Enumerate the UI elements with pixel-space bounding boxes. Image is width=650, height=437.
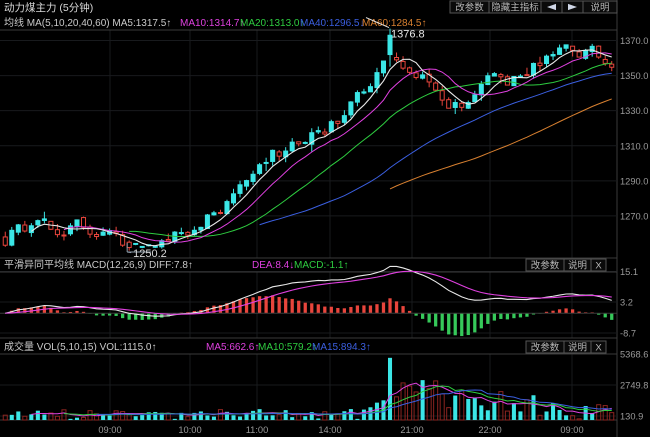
- svg-text:MA10:579.2↑: MA10:579.2↑: [258, 342, 317, 353]
- svg-text:成交量 VOL(5,10,15) VOL:1115.0↑: 成交量 VOL(5,10,15) VOL:1115.0↑: [4, 340, 156, 353]
- svg-text:1290.0: 1290.0: [620, 176, 648, 186]
- svg-text:说明: 说明: [590, 1, 609, 13]
- svg-text:MA5:662.6↑: MA5:662.6↑: [206, 342, 259, 353]
- svg-text:改参数: 改参数: [455, 1, 484, 13]
- svg-text:MA20:1313.0↑: MA20:1313.0↑: [240, 18, 305, 29]
- svg-text:1330.0: 1330.0: [620, 106, 648, 116]
- svg-text:说明: 说明: [568, 259, 587, 271]
- svg-text:14:00: 14:00: [318, 425, 341, 435]
- svg-text:22:00: 22:00: [478, 425, 501, 435]
- svg-text:隐藏主指标: 隐藏主指标: [491, 1, 539, 13]
- svg-text:均线 MA(5,10,20,40,60) MA5:1317.: 均线 MA(5,10,20,40,60) MA5:1317.5↑: [4, 16, 171, 29]
- svg-text:1310.0: 1310.0: [620, 141, 648, 151]
- svg-text:MA40:1296.5↓: MA40:1296.5↓: [300, 18, 365, 29]
- svg-text:130.9: 130.9: [620, 412, 643, 422]
- svg-text:1250.2: 1250.2: [133, 248, 167, 260]
- svg-text:动力煤主力 (5分钟): 动力煤主力 (5分钟): [4, 1, 93, 14]
- svg-text:09:00: 09:00: [98, 425, 121, 435]
- svg-text:21:00: 21:00: [400, 425, 423, 435]
- svg-text:-8.7: -8.7: [620, 329, 636, 339]
- svg-text:3.2: 3.2: [620, 298, 633, 308]
- svg-text:1270.0: 1270.0: [620, 211, 648, 221]
- svg-text:改参数: 改参数: [531, 341, 560, 353]
- svg-text:说明: 说明: [568, 341, 587, 353]
- svg-text:2749.8: 2749.8: [620, 381, 648, 391]
- svg-text:11:00: 11:00: [246, 425, 269, 435]
- svg-text:X: X: [595, 342, 602, 353]
- svg-text:10:00: 10:00: [178, 425, 201, 435]
- svg-text:09:00: 09:00: [560, 425, 583, 435]
- svg-text:5368.6: 5368.6: [620, 350, 648, 360]
- svg-text:1350.0: 1350.0: [620, 71, 648, 81]
- svg-text:MA15:894.3↑: MA15:894.3↑: [312, 342, 371, 353]
- svg-text:1376.8: 1376.8: [391, 29, 425, 41]
- svg-text:15.1: 15.1: [620, 267, 638, 277]
- svg-text:DEA:8.4↓: DEA:8.4↓: [252, 260, 294, 271]
- svg-text:MACD:-1.1↑: MACD:-1.1↑: [294, 260, 348, 271]
- svg-text:1370.0: 1370.0: [620, 36, 648, 46]
- svg-text:MA10:1314.7↑: MA10:1314.7↑: [180, 18, 245, 29]
- svg-text:X: X: [595, 260, 602, 271]
- svg-text:改参数: 改参数: [531, 259, 560, 271]
